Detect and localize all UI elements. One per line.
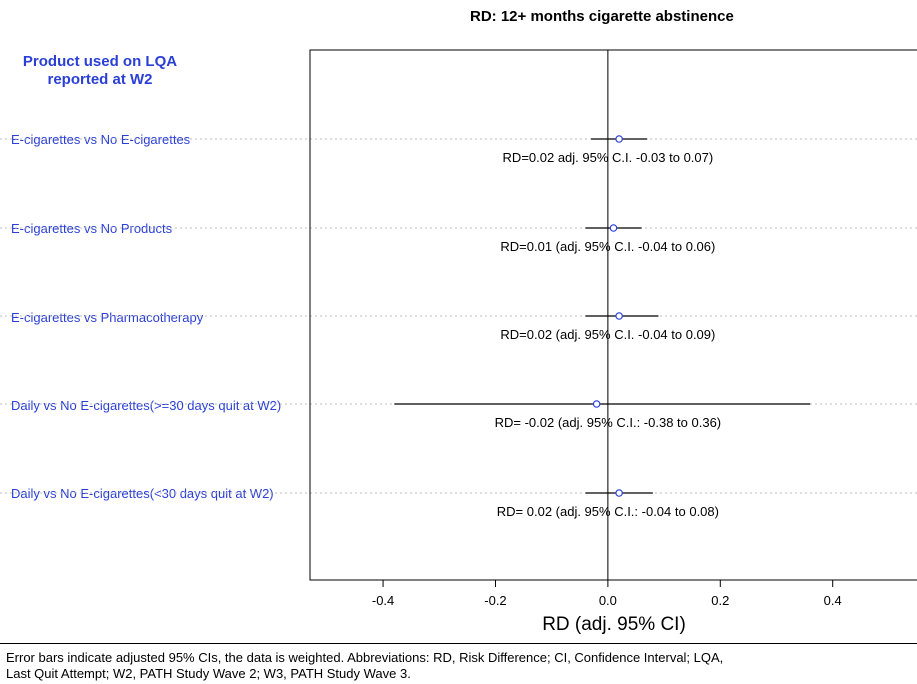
x-axis-label: RD (adj. 95% CI) [542,614,686,635]
footnote-line-1: Error bars indicate adjusted 95% CIs, th… [6,650,724,665]
forest-plot: -0.4 -0.2 0.0 0.2 0.4 RD=0.02 adj. 95% C.I. -… [0,49,917,608]
plot-frame [309,49,917,581]
x-tick-label: 0.4 [824,593,842,608]
x-tick-label: 0.2 [711,593,729,608]
row-label: Daily vs No E-cigarettes(>=30 days quit … [11,398,282,413]
x-tick-label: -0.2 [484,593,506,608]
footnote-line-2: Last Quit Attempt; W2, PATH Study Wave 2… [6,666,411,681]
point-estimate [609,224,618,232]
point-estimate [615,135,623,143]
footnote: Error bars indicate adjusted 95% CIs, th… [6,650,906,682]
point-estimate [592,400,601,408]
row-header: Product used on LQA reported at W2 [0,53,200,89]
ci-annotation: RD= -0.02 (adj. 95% C.I.: -0.38 to 0.36) [495,415,722,430]
ci-annotation: RD=0.02 (adj. 95% C.I. -0.04 to 0.09) [500,327,715,342]
ci-annotation: RD= 0.02 (adj. 95% C.I.: -0.04 to 0.08) [497,504,719,519]
x-tick-label: -0.4 [372,593,394,608]
ci-annotation: RD=0.01 (adj. 95% C.I. -0.04 to 0.06) [500,239,715,254]
row-header-line-1: Product used on LQA [22,53,178,70]
chart-title: RD: 12+ months cigarette abstinence [470,8,734,25]
ci-annotation: RD=0.02 adj. 95% C.I. -0.03 to 0.07) [503,150,714,165]
row-label: Daily vs No E-cigarettes(<30 days quit a… [11,486,274,501]
x-tick-label: 0.0 [599,593,617,608]
row-label: E-cigarettes vs Pharmacotherapy [11,310,204,325]
row-header-line-2: reported at W2 [47,71,153,88]
point-estimate [615,312,623,320]
footnote-divider [0,643,917,644]
point-estimate [615,489,623,497]
